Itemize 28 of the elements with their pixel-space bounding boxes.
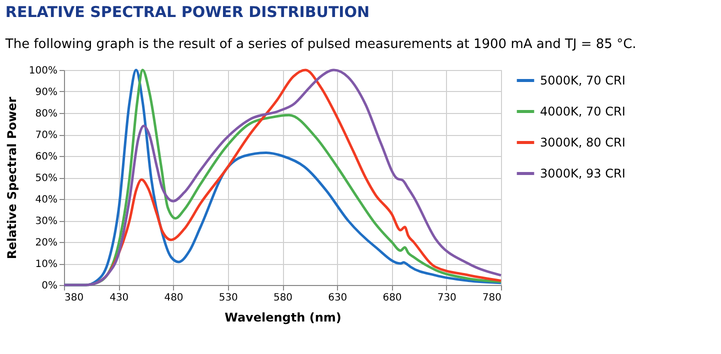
- y-tick-label: 10%: [35, 259, 58, 270]
- y-tick-label: 100%: [28, 66, 58, 76]
- legend-label: 3000K, 80 CRI: [540, 136, 626, 150]
- legend-label: 3000K, 93 CRI: [540, 166, 626, 180]
- y-tick-label: 90%: [35, 87, 58, 98]
- y-tick-label: 50%: [35, 173, 58, 184]
- chart-title: RELATIVE SPECTRAL POWER DISTRIBUTION: [5, 3, 370, 21]
- y-tick-label: 70%: [35, 130, 58, 141]
- y-tick-label: 80%: [35, 108, 58, 120]
- x-tick-label: 680: [382, 292, 402, 304]
- y-tick-label: 30%: [35, 216, 58, 227]
- legend-label: 5000K, 70 CRI: [540, 74, 626, 88]
- y-tick-label: 40%: [35, 194, 58, 206]
- x-tick-label: 730: [437, 292, 456, 304]
- x-tick-label: 380: [64, 292, 84, 304]
- x-tick-label: 630: [328, 292, 348, 304]
- y-tick-label: 60%: [35, 152, 58, 162]
- x-tick-label: 530: [218, 292, 238, 304]
- x-tick-label: 430: [110, 292, 129, 304]
- chart-subtitle: The following graph is the result of a series of pulsed measurements at 1900 mA and TJ = 85 °C.: [4, 37, 636, 52]
- x-tick-label: 780: [482, 292, 502, 304]
- x-axis-title: Wavelength (nm): [224, 310, 342, 324]
- y-tick-label: 0%: [42, 280, 58, 292]
- legend-label: 4000K, 70 CRI: [540, 104, 626, 118]
- x-tick-label: 580: [273, 292, 293, 304]
- y-tick-label: 20%: [35, 238, 58, 248]
- x-tick-label: 480: [164, 292, 184, 304]
- y-axis-title: Relative Spectral Power: [4, 96, 19, 260]
